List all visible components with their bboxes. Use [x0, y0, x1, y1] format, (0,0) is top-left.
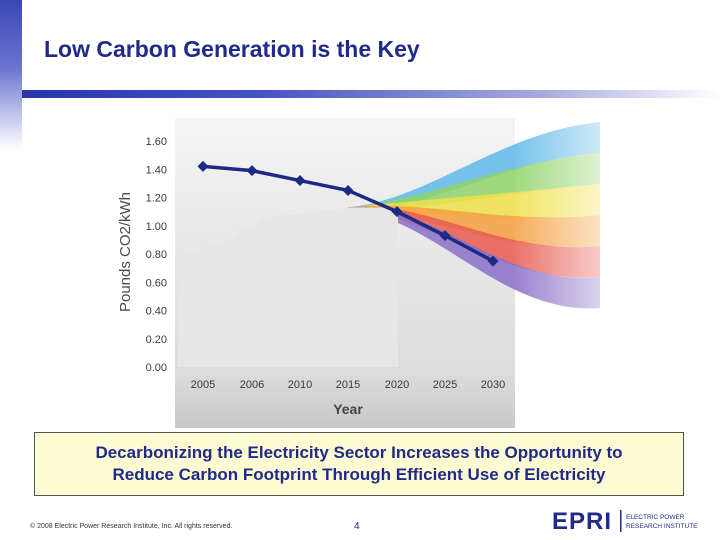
page-number: 4: [354, 521, 360, 532]
axes: 0.00 0.20 0.40 0.60 0.80 1.00 1.20 1.40 1.60 2005…: [146, 136, 506, 391]
y-tick-label: 1.40: [146, 164, 167, 176]
title-underline: [22, 90, 720, 98]
callout-line-2: Reduce Carbon Footprint Through Efficien…: [112, 465, 606, 484]
x-tick-label: 2006: [240, 379, 264, 391]
data-point: [487, 255, 499, 267]
data-point: [391, 206, 403, 218]
history-fill: [178, 207, 398, 367]
x-tick-label: 2010: [288, 379, 312, 391]
x-axis-label: Year: [333, 401, 363, 417]
history-area: [178, 207, 398, 367]
slide-accent-bar: [0, 0, 22, 150]
y-axis-label: Pounds CO2/kWh: [117, 192, 134, 312]
data-point: [197, 160, 209, 172]
x-tick-label: 2015: [336, 379, 360, 391]
logo-mark: EPRI: [552, 508, 612, 535]
callout-box: Decarbonizing the Electricity Sector Inc…: [34, 432, 684, 496]
slide-title: Low Carbon Generation is the Key: [44, 36, 420, 62]
scenario-fan: [348, 110, 615, 330]
y-tick-label: 0.20: [146, 334, 167, 346]
fan-fade: [515, 110, 615, 330]
logo-text-line-1: ELECTRIC POWER: [626, 514, 685, 521]
y-tick-label: 1.60: [146, 136, 167, 148]
y-tick-label: 0.80: [146, 249, 167, 261]
x-tick-label: 2005: [191, 379, 215, 391]
x-tick-label: 2025: [433, 379, 457, 391]
co2-series: [197, 160, 499, 267]
y-tick-label: 1.00: [146, 221, 167, 233]
x-tick-label: 2020: [385, 379, 409, 391]
logo-text-line-2: RESEARCH INSTITUTE: [626, 523, 698, 530]
epri-logo: EPRI ELECTRIC POWER RESEARCH INSTITUTE: [552, 508, 698, 535]
data-point: [342, 184, 354, 196]
data-point: [294, 175, 306, 187]
copyright-notice: © 2008 Electric Power Research Institute…: [30, 523, 233, 530]
callout-line-1: Decarbonizing the Electricity Sector Inc…: [95, 443, 623, 462]
logo-divider: [620, 510, 622, 532]
y-tick-label: 0.00: [146, 362, 167, 374]
y-tick-label: 1.20: [146, 193, 167, 205]
data-point: [439, 230, 451, 242]
y-tick-label: 0.40: [146, 306, 167, 318]
y-tick-label: 0.60: [146, 277, 167, 289]
x-tick-label: 2030: [481, 379, 505, 391]
data-point: [246, 165, 258, 177]
